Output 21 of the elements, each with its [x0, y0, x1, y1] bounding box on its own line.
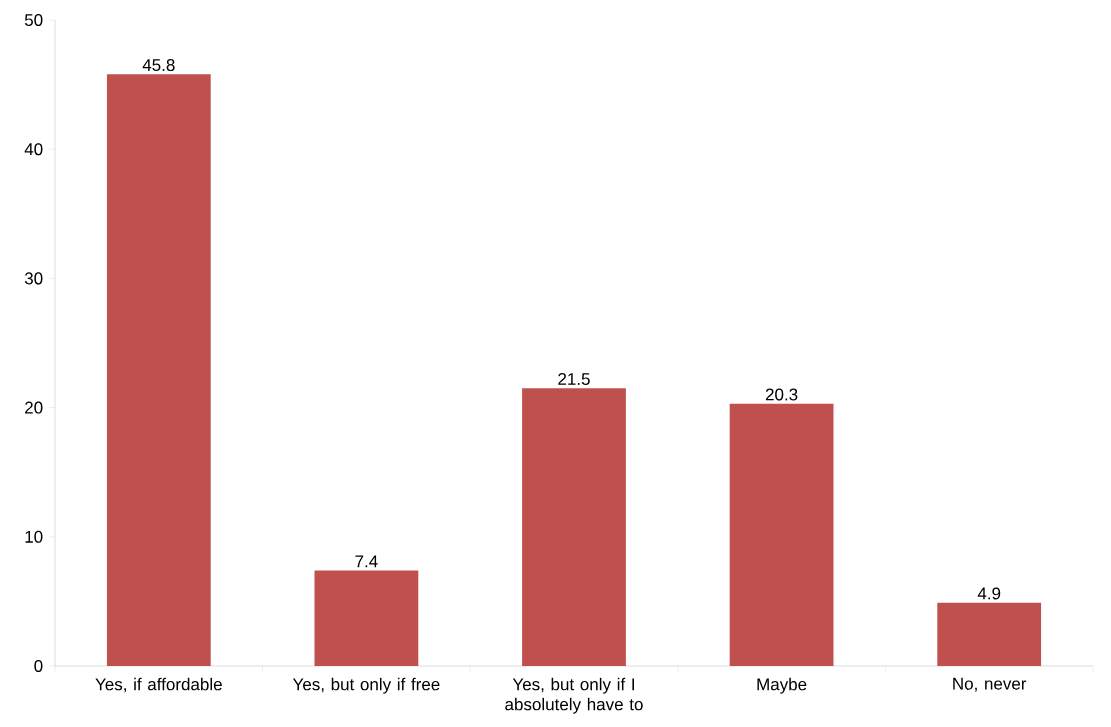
x-tick-label: Yes, but only if free: [292, 677, 440, 694]
data-label: 7.4: [355, 555, 378, 568]
data-label: 20.3: [765, 388, 798, 401]
y-tick-label: 0: [34, 659, 43, 673]
bar: [314, 570, 419, 666]
y-tick-label: 40: [24, 143, 43, 156]
y-tick-label: 50: [24, 13, 43, 27]
bar: [106, 74, 211, 666]
bar: [729, 403, 834, 666]
y-tick-label: 20: [25, 401, 43, 414]
y-tick-label: 30: [24, 272, 43, 285]
y-tick-label: 10: [25, 530, 43, 543]
x-tick-label: No, never: [953, 677, 1027, 692]
data-label: 45.8: [142, 59, 175, 72]
data-label: 4.9: [977, 587, 1001, 600]
x-tick-label: Yes, if affordable: [95, 677, 222, 693]
x-tick-label: Maybe: [757, 677, 807, 694]
x-tick-label: Yes, but only if I absolutely have to: [505, 677, 643, 714]
data-label: 21.5: [558, 372, 590, 386]
bar: [937, 602, 1042, 666]
bar: [522, 388, 626, 666]
